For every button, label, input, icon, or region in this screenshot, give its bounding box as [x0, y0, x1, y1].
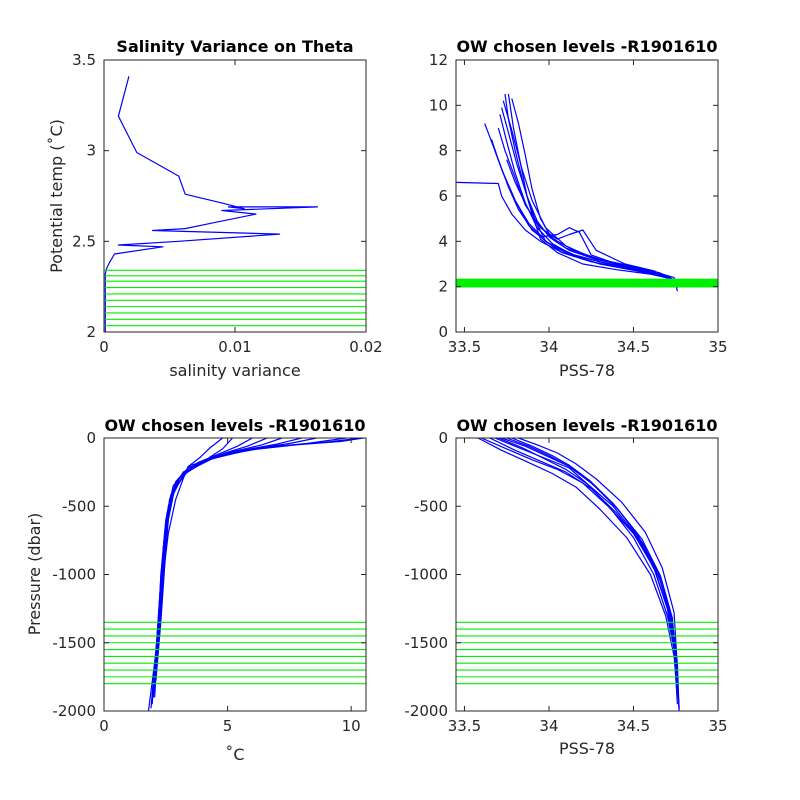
x-tick-label: 33.5 — [448, 717, 481, 735]
x-tick-label: 33.5 — [448, 338, 481, 356]
x-tick-label: 35 — [708, 338, 727, 356]
plot-area — [456, 438, 718, 711]
y-tick-label: 0 — [438, 323, 448, 341]
y-tick-label: 0 — [86, 429, 96, 447]
panel-pressure-salinity: OW chosen levels -R1901610 PSS-78 33.5 34… — [404, 416, 727, 758]
panel-title: OW chosen levels -R1901610 — [104, 416, 365, 435]
panel-title: Salinity Variance on Theta — [116, 37, 353, 56]
y-tick-label: 10 — [429, 96, 448, 114]
x-tick-label: 34.5 — [617, 338, 650, 356]
y-tick-label: 0 — [438, 429, 448, 447]
y-tick-label: 3.5 — [72, 51, 96, 69]
series-line — [518, 438, 678, 668]
x-tick-label: 10 — [342, 717, 361, 735]
series-line — [506, 159, 675, 281]
y-tick-label: 2.5 — [72, 232, 96, 250]
y-tick-label: 2 — [86, 323, 96, 341]
panel-title: OW chosen levels -R1901610 — [456, 37, 717, 56]
y-tick-label: 3 — [86, 142, 96, 160]
x-tick-label: 0 — [99, 717, 109, 735]
plot-area — [104, 438, 366, 711]
panel-title: OW chosen levels -R1901610 — [456, 416, 717, 435]
y-tick-label: 6 — [438, 187, 448, 205]
x-tick-label: 0 — [99, 338, 109, 356]
panel-pressure-temperature: OW chosen levels -R1901610 ˚C Pressure (… — [25, 416, 367, 764]
series-line — [104, 76, 319, 332]
plot-area — [456, 93, 718, 292]
x-axis-label: PSS-78 — [559, 361, 615, 380]
x-tick-label: 35 — [708, 717, 727, 735]
y-tick-label: 12 — [429, 51, 448, 69]
y-tick-label: -1500 — [404, 634, 448, 652]
y-axis-label: Potential temp (˚C) — [47, 119, 66, 273]
x-tick-label: 34.5 — [617, 717, 650, 735]
x-axis-label: ˚C — [225, 745, 244, 764]
x-tick-label: 5 — [223, 717, 233, 735]
x-tick-label: 34 — [539, 717, 558, 735]
panel-salinity-variance: Salinity Variance on Theta salinity vari… — [47, 37, 383, 380]
x-tick-label: 34 — [539, 338, 558, 356]
y-axis-label: Pressure (dbar) — [25, 513, 44, 636]
series-line — [506, 438, 678, 677]
y-tick-label: -2000 — [52, 702, 96, 720]
y-tick-label: -1000 — [52, 566, 96, 584]
panel-theta-salinity: OW chosen levels -R1901610 PSS-78 33.5 34… — [429, 37, 728, 380]
series-line — [499, 114, 668, 279]
series-line — [154, 438, 302, 684]
x-tick-label: 0.02 — [349, 338, 382, 356]
x-axis-label: PSS-78 — [559, 739, 615, 758]
plot-area — [104, 76, 366, 332]
y-tick-label: -1000 — [404, 566, 448, 584]
y-tick-label: -2000 — [404, 702, 448, 720]
y-tick-label: 4 — [438, 232, 448, 250]
series-line — [502, 100, 676, 282]
y-tick-label: 8 — [438, 142, 448, 160]
y-tick-label: -500 — [62, 497, 96, 515]
x-tick-label: 0.01 — [218, 338, 251, 356]
y-tick-label: -500 — [414, 497, 448, 515]
series-line — [511, 438, 678, 671]
x-axis-label: salinity variance — [169, 361, 300, 380]
y-tick-label: 2 — [438, 278, 448, 296]
y-tick-label: -1500 — [52, 634, 96, 652]
